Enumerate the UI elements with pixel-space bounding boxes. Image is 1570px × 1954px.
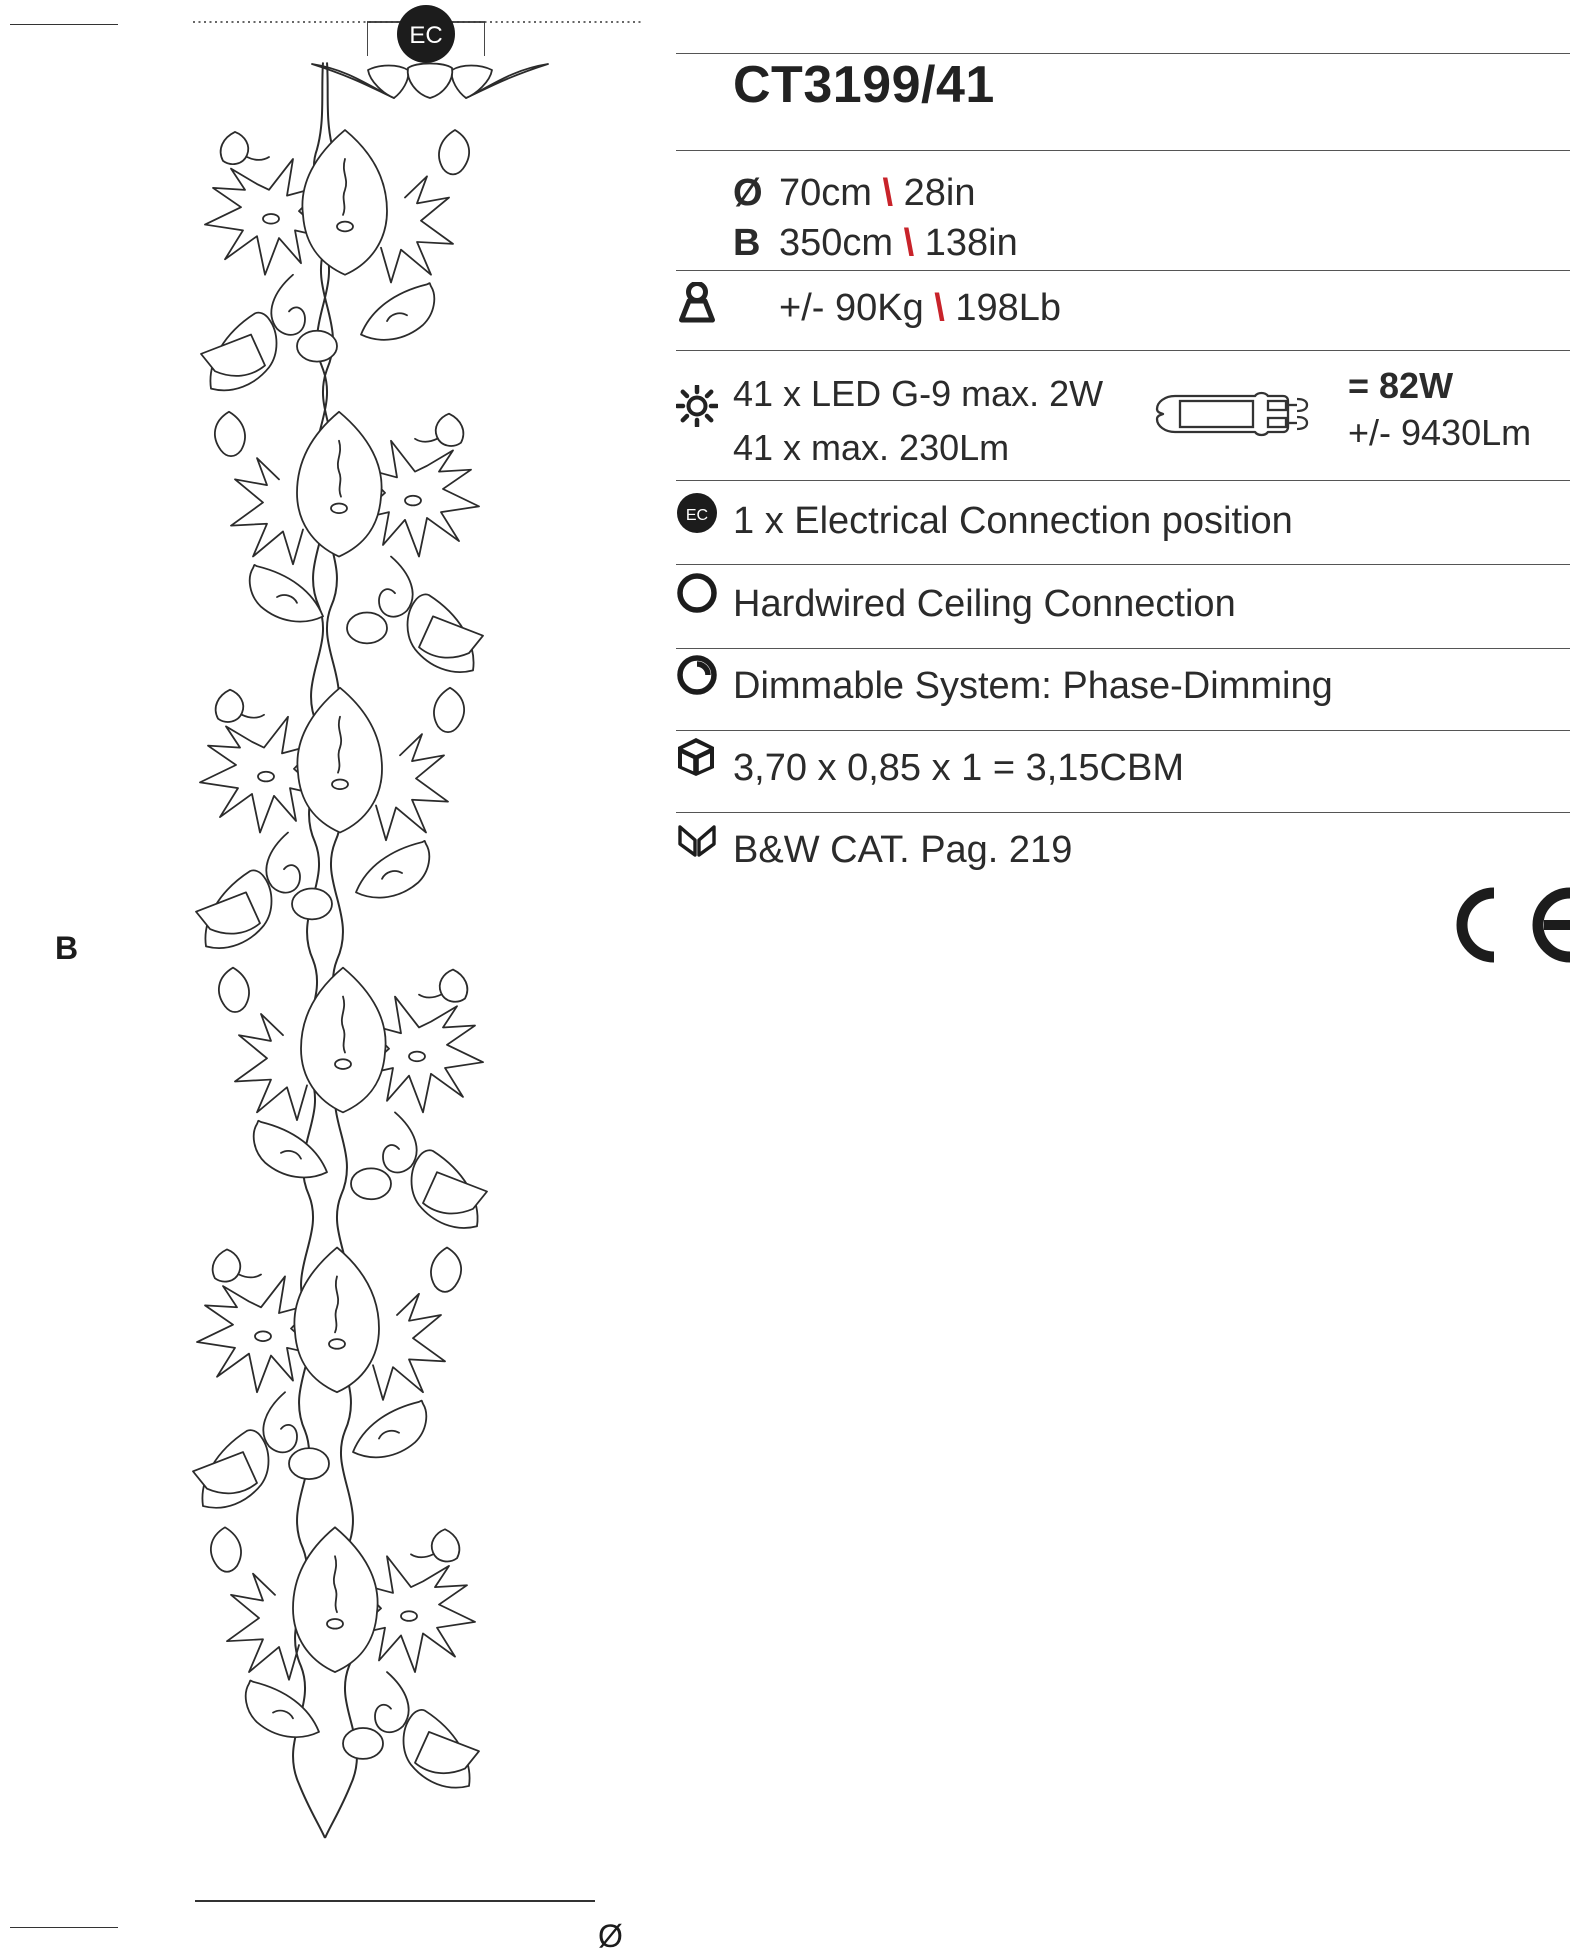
svg-text:EC: EC [409,22,442,49]
svg-text:EC: EC [686,507,708,524]
